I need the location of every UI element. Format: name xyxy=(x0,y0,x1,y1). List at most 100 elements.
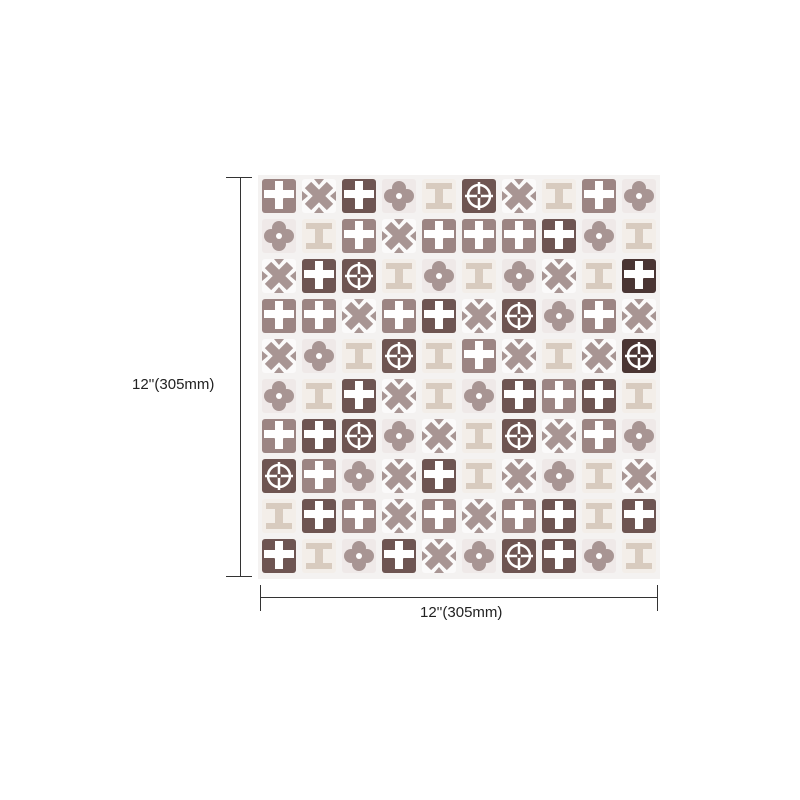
tile-cross-dark xyxy=(622,499,656,533)
tile-cross-mid xyxy=(342,219,376,253)
tile-cross-mid xyxy=(462,339,496,373)
tile-flower xyxy=(262,379,296,413)
height-label: 12''(305mm) xyxy=(132,376,215,393)
tile-flower xyxy=(262,219,296,253)
tile-cross-dark xyxy=(542,539,576,573)
tile-cross-dark xyxy=(302,259,336,293)
tile-cross-dark xyxy=(302,499,336,533)
tile-cross-dark xyxy=(422,299,456,333)
tile-swirl-dark xyxy=(502,539,536,573)
tile-pixel xyxy=(462,459,496,493)
tile-flower xyxy=(342,459,376,493)
tile-swirl-dark xyxy=(342,259,376,293)
tile-swirl-dark xyxy=(382,339,416,373)
tile-cross-dark xyxy=(502,379,536,413)
width-dimension-tick-left xyxy=(260,585,261,611)
tile-x-light xyxy=(342,299,376,333)
tile-x-light xyxy=(622,459,656,493)
tile-pixel xyxy=(422,179,456,213)
tile-flower xyxy=(542,459,576,493)
tile-flower xyxy=(582,219,616,253)
tile-flower xyxy=(422,259,456,293)
tile-swirl-dark xyxy=(462,179,496,213)
tile-swirl-dark xyxy=(502,299,536,333)
height-dimension-line xyxy=(240,177,241,577)
tile-pixel xyxy=(262,499,296,533)
tile-swirl-dark xyxy=(262,459,296,493)
tile-pixel xyxy=(302,379,336,413)
tile-x-light xyxy=(462,299,496,333)
tile-x-light xyxy=(462,499,496,533)
tile-swirl-darkest xyxy=(622,339,656,373)
tile-cross-dark xyxy=(382,539,416,573)
tile-cross-dark xyxy=(302,419,336,453)
tile-cross-dark xyxy=(262,539,296,573)
tile-pixel xyxy=(542,179,576,213)
tile-x-light xyxy=(422,539,456,573)
tile-flower xyxy=(542,299,576,333)
tile-flower xyxy=(382,419,416,453)
tile-pixel xyxy=(302,539,336,573)
tile-pixel xyxy=(582,259,616,293)
tile-x-light xyxy=(382,219,416,253)
tile-cross-mid xyxy=(502,219,536,253)
tile-cross-mid xyxy=(262,419,296,453)
tile-pixel xyxy=(422,379,456,413)
tile-pixel xyxy=(622,219,656,253)
tile-pixel xyxy=(462,419,496,453)
tile-x-light xyxy=(422,419,456,453)
tile-x-light xyxy=(382,459,416,493)
width-dimension-tick-right xyxy=(657,585,658,611)
tile-cross-mid xyxy=(302,299,336,333)
tile-swirl-dark xyxy=(502,419,536,453)
mosaic-tile-sheet xyxy=(258,175,660,579)
tile-flower xyxy=(462,539,496,573)
tile-flower xyxy=(622,419,656,453)
tile-cross-mid xyxy=(302,459,336,493)
height-dimension-tick-bottom xyxy=(226,576,252,577)
tile-cross-mid xyxy=(542,379,576,413)
tile-x-light xyxy=(262,259,296,293)
tile-x-light xyxy=(622,299,656,333)
tile-x-light xyxy=(582,339,616,373)
tile-pixel xyxy=(382,259,416,293)
tile-x-light xyxy=(382,499,416,533)
tile-cross-mid xyxy=(422,499,456,533)
tile-cross-dark xyxy=(342,379,376,413)
tile-x-light xyxy=(262,339,296,373)
tile-flower xyxy=(342,539,376,573)
tile-flower xyxy=(582,539,616,573)
tile-pixel xyxy=(622,539,656,573)
tile-pixel xyxy=(622,379,656,413)
tile-cross-mid xyxy=(262,179,296,213)
tile-x-light xyxy=(542,419,576,453)
tile-cross-mid xyxy=(262,299,296,333)
tile-x-light xyxy=(502,459,536,493)
tile-pixel xyxy=(582,459,616,493)
tile-flower xyxy=(302,339,336,373)
tile-pixel xyxy=(422,339,456,373)
tile-cross-mid xyxy=(462,219,496,253)
tile-cross-mid xyxy=(342,499,376,533)
tile-cross-dark xyxy=(342,179,376,213)
tile-cross-dark xyxy=(582,379,616,413)
tile-cross-mid xyxy=(582,179,616,213)
tile-x-light xyxy=(542,259,576,293)
tile-flower xyxy=(382,179,416,213)
width-label: 12''(305mm) xyxy=(420,604,503,621)
tile-pixel xyxy=(542,339,576,373)
tile-pixel xyxy=(462,259,496,293)
tile-x-light xyxy=(502,179,536,213)
tile-cross-mid xyxy=(582,419,616,453)
tile-x-light xyxy=(302,179,336,213)
tile-pixel xyxy=(302,219,336,253)
tile-pixel xyxy=(342,339,376,373)
tile-cross-dark xyxy=(422,459,456,493)
tile-pixel xyxy=(582,499,616,533)
tile-x-light xyxy=(502,339,536,373)
tile-cross-dark xyxy=(542,499,576,533)
tile-x-light xyxy=(382,379,416,413)
tile-swirl-dark xyxy=(342,419,376,453)
tile-flower xyxy=(622,179,656,213)
height-dimension-tick-top xyxy=(226,177,252,178)
